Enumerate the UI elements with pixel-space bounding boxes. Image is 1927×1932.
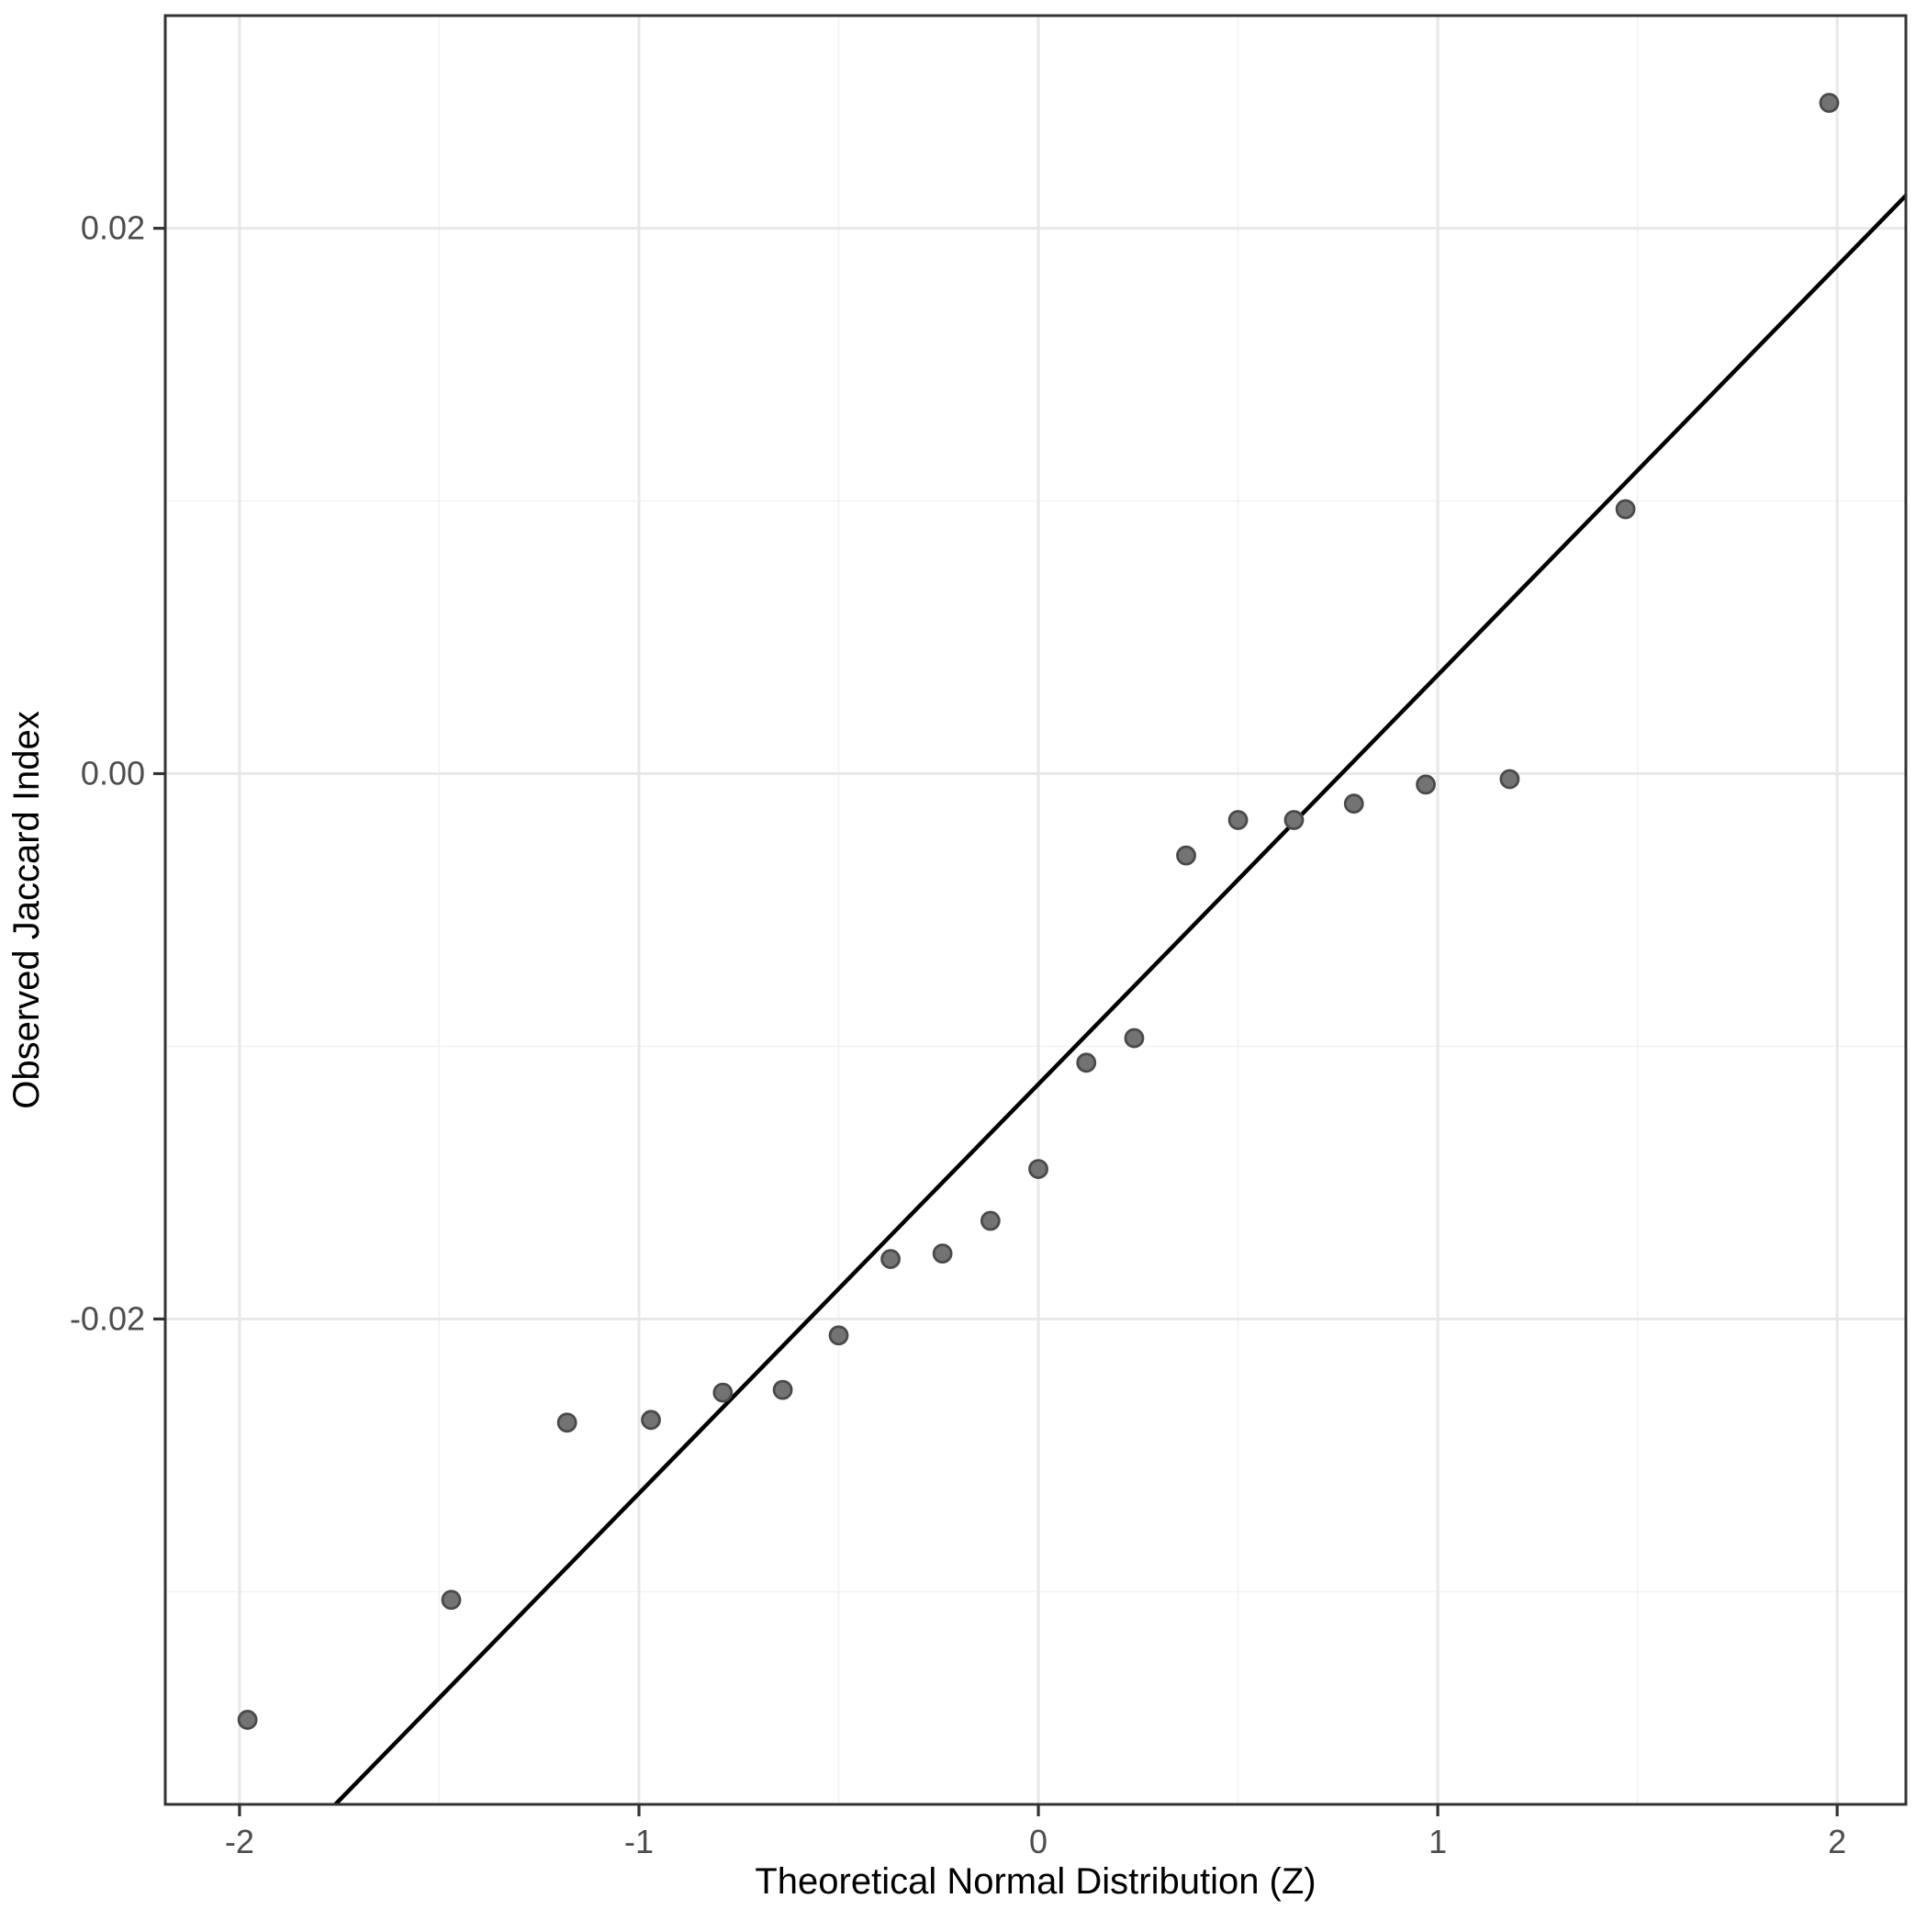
- data-point: [1227, 810, 1249, 830]
- data-point: [441, 1589, 462, 1611]
- y-axis-tick-label: 0.00: [81, 755, 145, 792]
- data-point: [1076, 1052, 1097, 1073]
- data-point: [1343, 793, 1364, 814]
- y-axis-title: Observed Jaccard Index: [6, 711, 47, 1109]
- axis-tick-marks: [153, 227, 1839, 1816]
- x-axis-tick-label: -2: [225, 1823, 254, 1860]
- panel-border: [163, 14, 1908, 1806]
- x-axis-tick-label: 0: [1029, 1823, 1048, 1860]
- data-point: [641, 1410, 661, 1431]
- x-axis-tick-label: -1: [624, 1823, 654, 1860]
- grid-major-lines: [165, 16, 1906, 1804]
- qq-line-layer: [333, 194, 1908, 1806]
- data-point: [772, 1379, 793, 1400]
- data-point: [1176, 845, 1196, 866]
- data-points-layer: [237, 93, 1840, 1730]
- data-point: [237, 1710, 258, 1730]
- axis-tick-labels: -2 -1 0 1 2 0.02 0.00 -0.02: [70, 209, 1846, 1860]
- data-point: [1416, 774, 1436, 795]
- data-point: [1283, 810, 1305, 830]
- x-axis-tick-label: 2: [1828, 1823, 1846, 1860]
- data-point: [828, 1325, 849, 1346]
- data-point: [1819, 93, 1840, 113]
- data-point: [1124, 1028, 1145, 1049]
- data-point: [1499, 769, 1520, 790]
- y-axis-tick-label: -0.02: [70, 1299, 145, 1337]
- data-point: [1028, 1159, 1048, 1180]
- data-point: [1615, 499, 1636, 520]
- data-point: [880, 1249, 901, 1269]
- x-axis-tick-label: 1: [1428, 1823, 1447, 1860]
- data-point: [932, 1243, 953, 1264]
- data-point: [556, 1412, 577, 1433]
- y-axis-tick-label: 0.02: [81, 209, 145, 247]
- data-point: [712, 1382, 734, 1403]
- qq-reference-line: [333, 194, 1908, 1806]
- panel-background: [165, 16, 1906, 1804]
- data-point: [980, 1210, 1001, 1231]
- x-axis-title: Theoretical Normal Distribution (Z): [755, 1861, 1316, 1902]
